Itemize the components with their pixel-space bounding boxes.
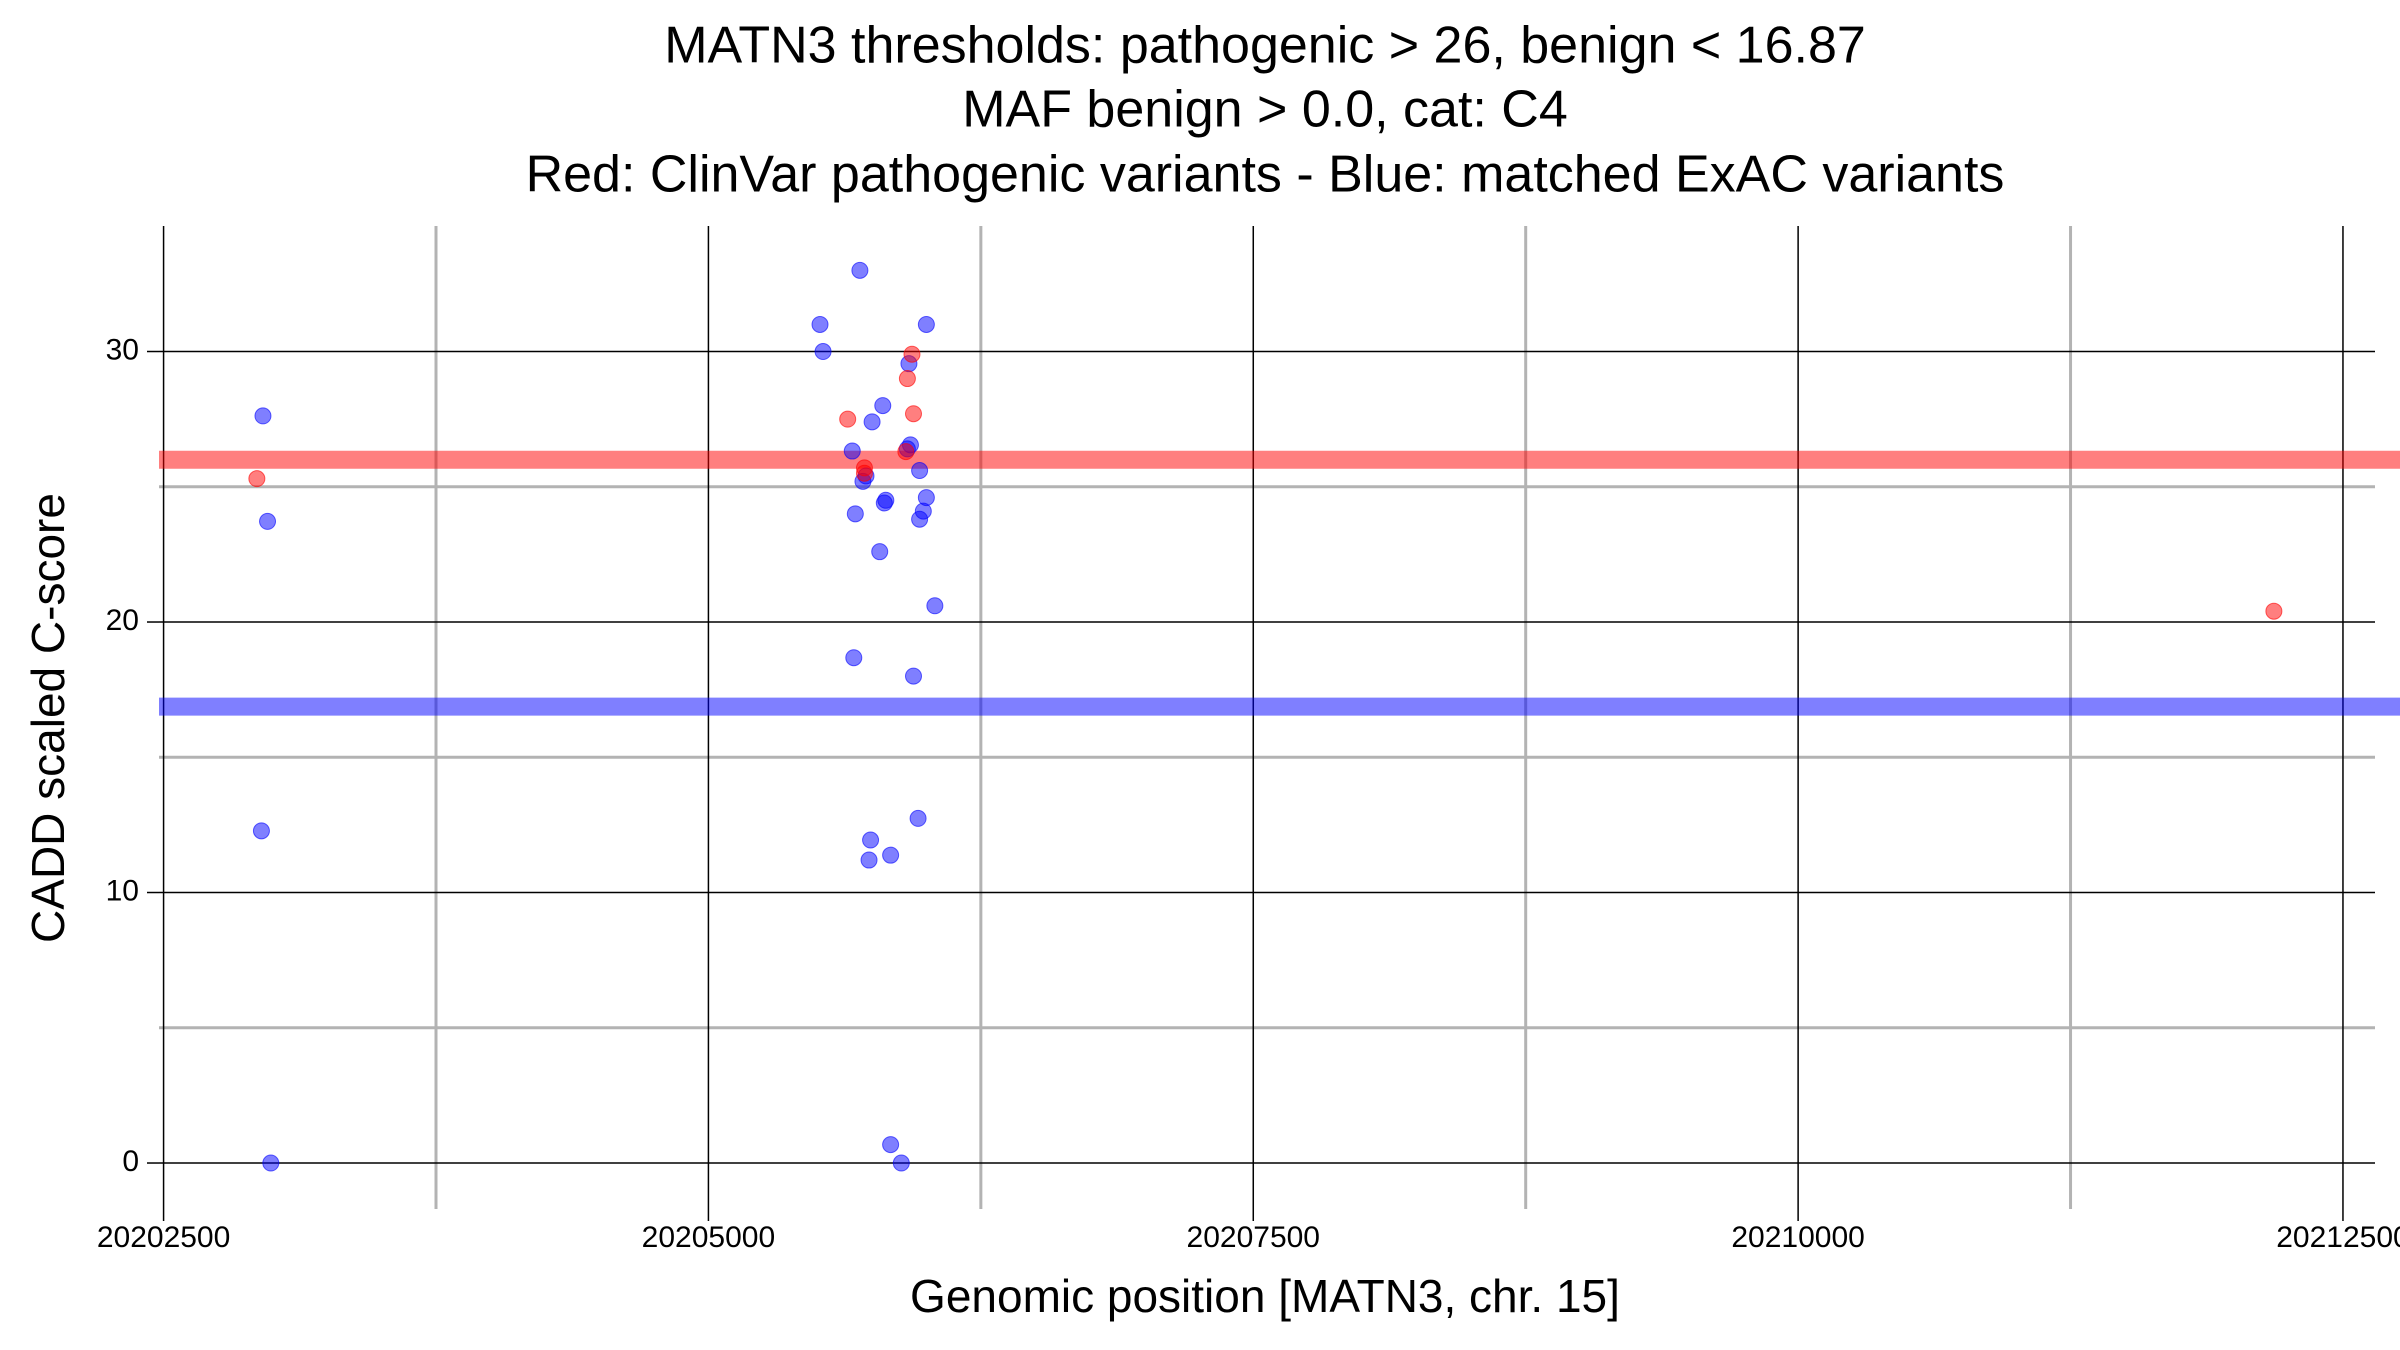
data-point: [892, 1154, 910, 1172]
chart-title: MATN3 thresholds: pathogenic > 26, benig…: [664, 17, 1866, 75]
x-tick-label: 20202500: [97, 1221, 230, 1254]
data-point: [871, 543, 889, 561]
y-tick-label: 30: [106, 333, 139, 366]
data-point: [248, 470, 266, 488]
data-point: [845, 649, 863, 667]
data-point: [926, 597, 944, 615]
y-axis-label: CADD scaled C-score: [22, 493, 74, 943]
data-point: [863, 413, 881, 431]
data-point: [846, 505, 864, 523]
data-point: [909, 809, 927, 827]
data-point: [839, 410, 857, 428]
data-point: [811, 315, 829, 333]
y-tick-label: 20: [106, 604, 139, 637]
x-tick-label: 20212500: [2276, 1221, 2400, 1254]
x-tick-label: 20207500: [1187, 1221, 1320, 1254]
data-point: [882, 846, 900, 864]
data-point: [262, 1154, 280, 1172]
x-tick-label: 20210000: [1731, 1221, 1864, 1254]
y-tick-label: 0: [122, 1145, 139, 1178]
chart-title: MAF benign > 0.0, cat: C4: [962, 81, 1568, 139]
x-axis-label: Genomic position [MATN3, chr. 15]: [910, 1270, 1620, 1322]
data-point: [898, 370, 916, 388]
chart-title: Red: ClinVar pathogenic variants - Blue:…: [526, 146, 2005, 204]
data-point: [903, 345, 921, 363]
data-point: [814, 343, 832, 361]
data-point: [851, 261, 869, 279]
data-point: [917, 315, 935, 333]
data-point: [905, 405, 923, 423]
data-point: [2265, 602, 2283, 620]
data-point: [874, 397, 892, 415]
data-point: [843, 442, 861, 460]
x-tick-label: 20205000: [642, 1221, 775, 1254]
data-point: [882, 1136, 900, 1154]
data-point: [905, 667, 923, 685]
data-point: [252, 822, 270, 840]
data-point: [911, 462, 929, 480]
data-point: [254, 407, 272, 425]
y-tick-label: 10: [106, 874, 139, 907]
data-point: [875, 494, 893, 512]
data-point: [911, 510, 929, 528]
data-point: [860, 851, 878, 869]
data-point: [862, 831, 880, 849]
data-point: [855, 464, 873, 482]
data-point: [897, 443, 915, 461]
data-point: [259, 512, 277, 530]
